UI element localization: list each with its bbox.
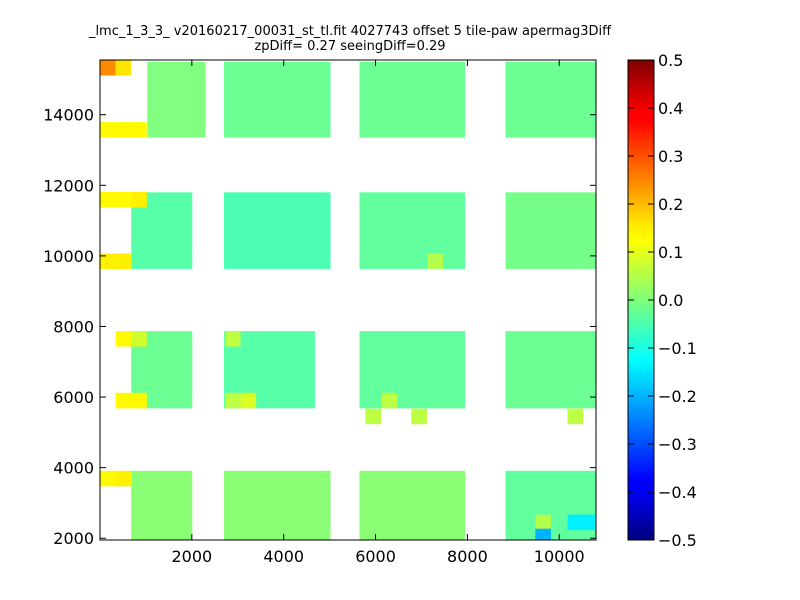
- heatmap-cell: [100, 60, 116, 76]
- colorbar-tick-label: 0.2: [658, 195, 683, 214]
- y-tick-label: 6000: [53, 388, 94, 407]
- heatmap-region: [359, 192, 466, 269]
- colorbar-tick-label: −0.1: [658, 339, 697, 358]
- heatmap-region: [224, 470, 331, 540]
- heatmap-region: [505, 331, 596, 409]
- heatmap-cell: [224, 331, 241, 347]
- colorbar-tick-label: 0.0: [658, 291, 683, 310]
- heatmap-cell: [100, 122, 116, 138]
- heatmap-cell: [115, 392, 132, 409]
- colorbar-tick-label: 0.1: [658, 243, 683, 262]
- colorbar-tick-label: −0.4: [658, 483, 697, 502]
- heatmap-cell: [115, 192, 132, 208]
- heatmap-cell: [131, 122, 147, 138]
- y-tick-label: 2000: [53, 529, 94, 548]
- heatmap-region: [505, 61, 596, 138]
- heatmap-region: [359, 470, 466, 540]
- x-tick-label: 4000: [263, 547, 304, 566]
- heatmap-cell: [240, 392, 257, 409]
- heatmap-cell: [115, 331, 132, 347]
- heatmap-cell: [131, 392, 147, 409]
- heatmap-region: [131, 470, 193, 540]
- heatmap-cell: [131, 192, 147, 208]
- heatmap-region: [147, 61, 206, 138]
- colorbar-ticks: 0.5 0.4 0.3 0.2 0.1 0.0 −0.1 −0.2 −0.3 −0.4 −0.5: [628, 51, 697, 550]
- heatmap-cell: [581, 514, 596, 531]
- heatmap-cell: [100, 192, 116, 208]
- y-tick-label: 12000: [43, 176, 94, 195]
- heatmap-cell: [567, 514, 584, 531]
- plot-frame: [99, 59, 597, 541]
- y-tick-label: 10000: [43, 247, 94, 266]
- x-tick-label: 6000: [355, 547, 396, 566]
- chart-subtitle-line: zpDiff= 0.27 seeingDiff=0.29: [254, 39, 446, 54]
- heatmap-cell: [381, 392, 398, 409]
- heatmap-cell: [115, 253, 132, 269]
- y-tick-label: 4000: [53, 459, 94, 478]
- x-tick-label: 8000: [447, 547, 488, 566]
- y-tick-label: 14000: [43, 106, 94, 125]
- heatmap-cell: [115, 122, 132, 138]
- colorbar-tick-label: 0.5: [658, 51, 683, 70]
- heatmap-cell: [411, 408, 427, 425]
- colorbar-tick-label: −0.2: [658, 387, 697, 406]
- heatmap-cell: [427, 253, 444, 269]
- x-tick-label: 2000: [171, 547, 212, 566]
- heatmap-region: [224, 61, 331, 138]
- colorbar-tick-label: −0.3: [658, 435, 697, 454]
- heatmap-region: [359, 331, 466, 409]
- heatmap-cell: [224, 392, 241, 409]
- heatmap-region: [224, 192, 331, 269]
- heatmap-cell: [115, 60, 132, 76]
- colorbar-tick-label: 0.3: [658, 147, 683, 166]
- chart-title-line: _lmc_1_3_3_ v20160217_00031_st_tl.fit 40…: [88, 24, 612, 39]
- heatmap-cell: [100, 470, 116, 487]
- heatmap-cell: [100, 253, 116, 269]
- heatmap-cell: [535, 514, 551, 531]
- y-tick-label: 8000: [53, 317, 94, 336]
- chart-title: _lmc_1_3_3_ v20160217_00031_st_tl.fit 40…: [0, 24, 700, 54]
- heatmap-cell: [535, 528, 551, 540]
- heatmap-cell: [567, 408, 584, 425]
- x-tick-label: 10000: [534, 547, 585, 566]
- heatmap-cell: [115, 470, 132, 487]
- heatmap-cell: [365, 408, 382, 425]
- axes: 2000 4000 6000 8000 10000 2000 4000 6000 8000 100…: [43, 60, 596, 566]
- heatmap-region: [359, 61, 466, 138]
- heatmap-cell: [131, 331, 147, 347]
- colorbar-tick-label: 0.4: [658, 99, 683, 118]
- heatmap-cells: [100, 60, 596, 540]
- colorbar-tick-label: −0.5: [658, 531, 697, 550]
- heatmap-region: [505, 192, 596, 269]
